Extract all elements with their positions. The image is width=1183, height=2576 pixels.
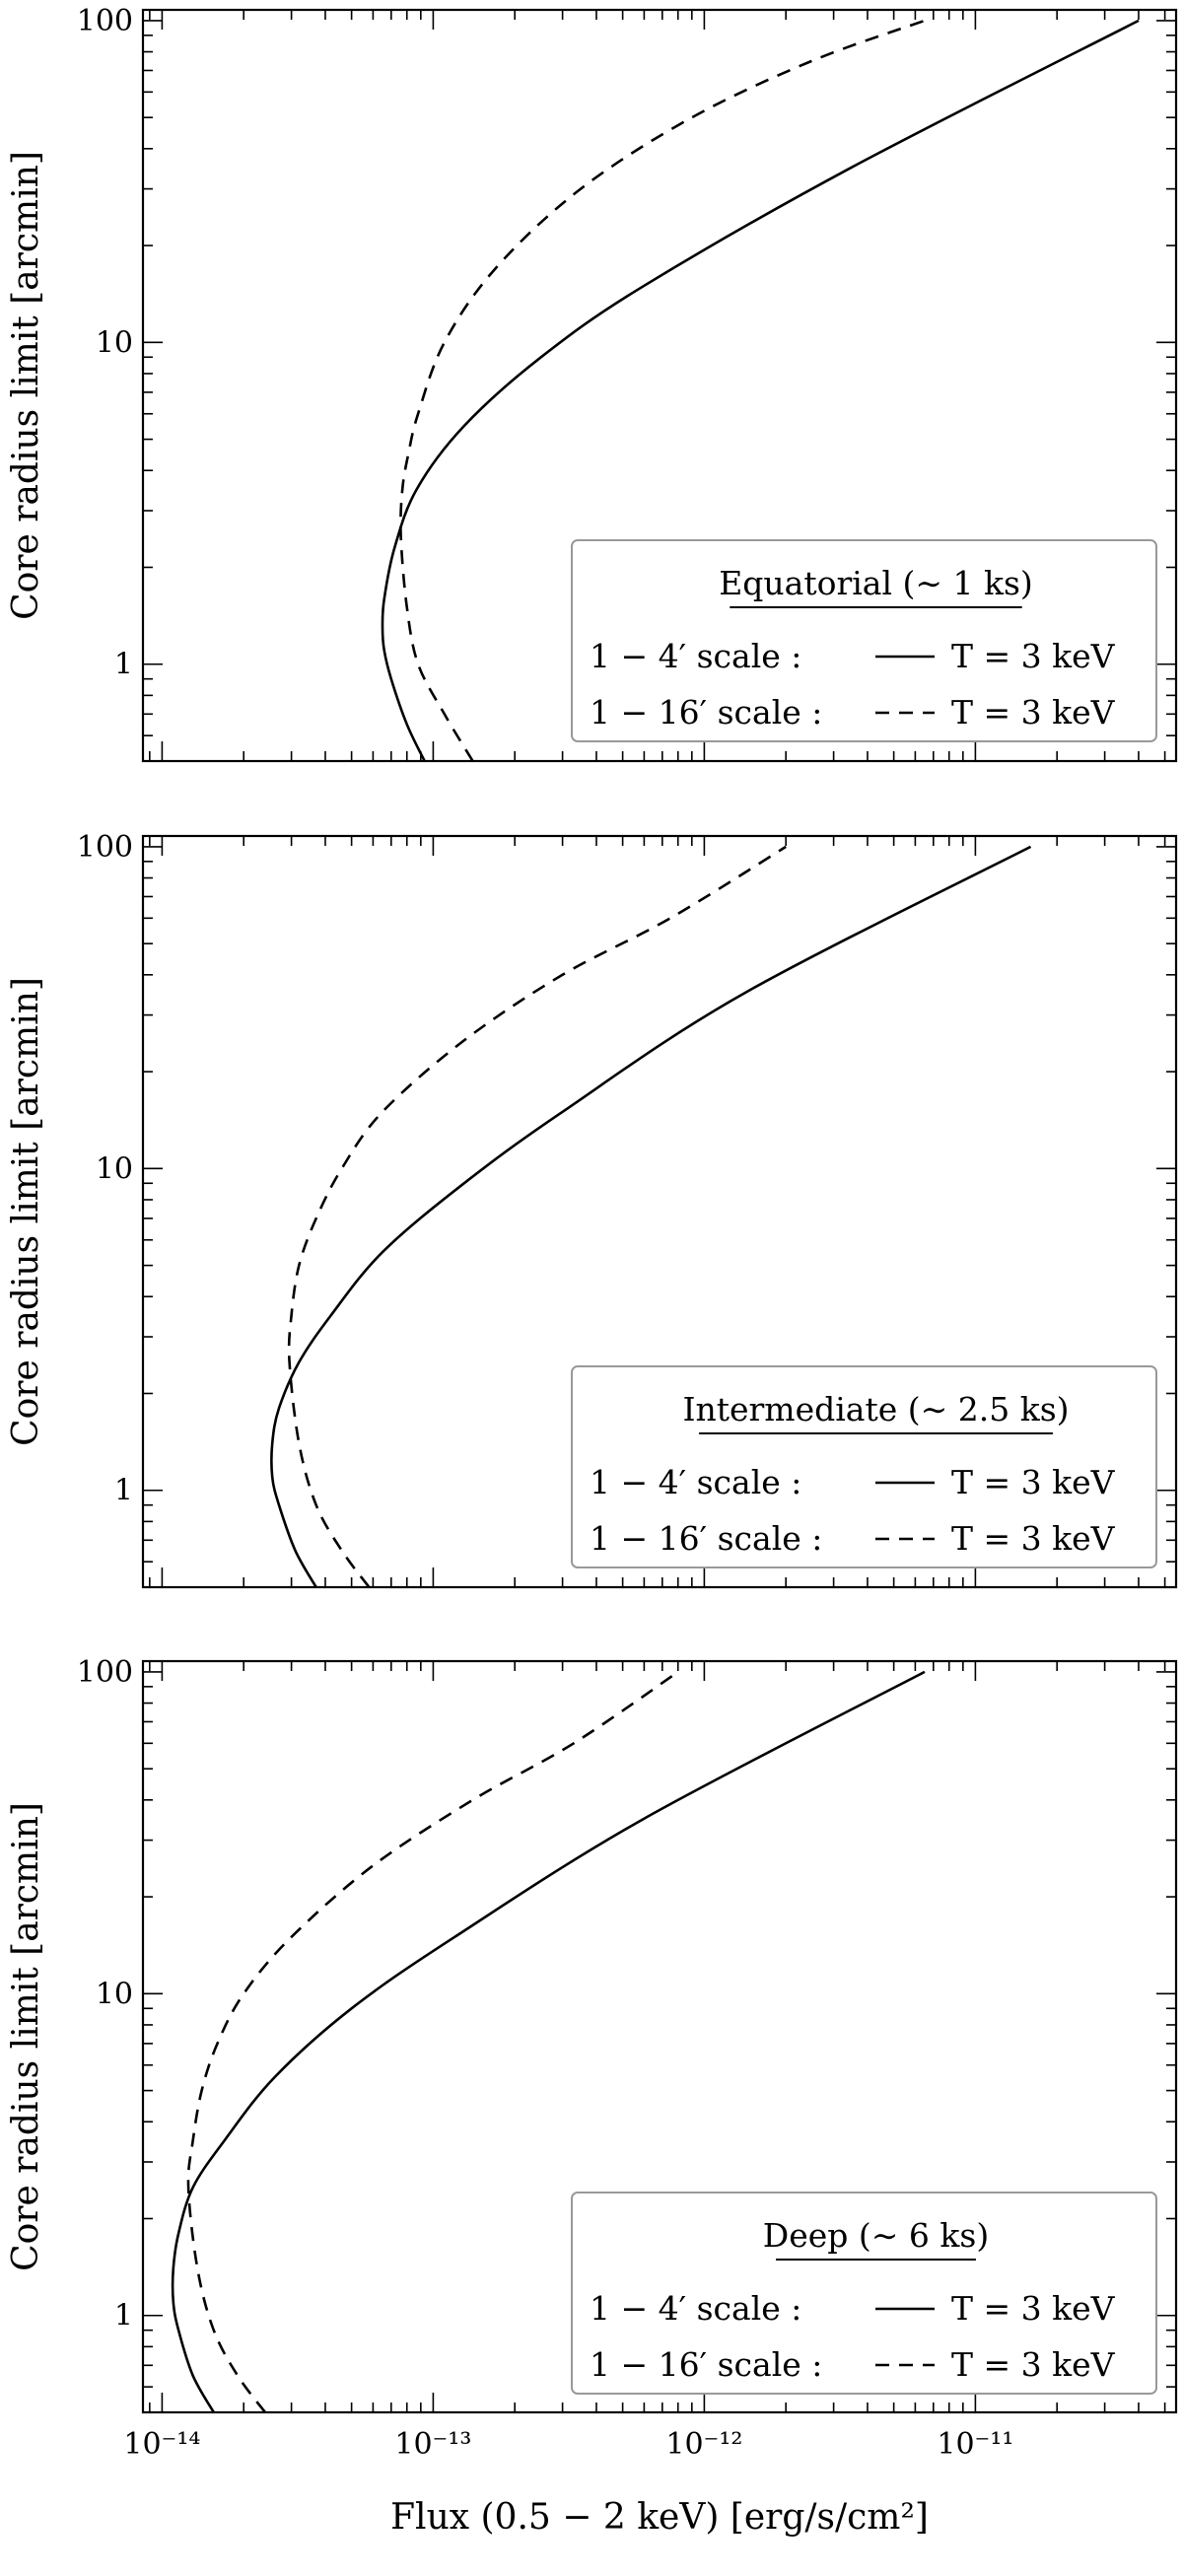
y-tick-label: 1	[114, 1474, 133, 1508]
legend: Intermediate (∼ 2.5 ks) 1 − 4′ scale : T =…	[571, 1365, 1157, 1568]
plot-frame	[141, 834, 1178, 1589]
x-tick-label: 10⁻¹³	[394, 2427, 471, 2462]
series-line-1-4-scale	[381, 19, 1140, 761]
y-tick-label: 10	[96, 1151, 133, 1186]
legend-scale-label: 1 − 4′ scale :	[590, 637, 801, 675]
legend-temperature-label: T = 3 keV	[951, 693, 1116, 731]
y-tick-label: 1	[114, 648, 133, 682]
y-tick-label: 100	[77, 4, 133, 38]
series-line-1-16-scale	[399, 19, 926, 761]
x-tick-label: 10⁻¹¹	[937, 2427, 1013, 2462]
legend-scale-label: 1 − 16′ scale :	[590, 693, 822, 731]
y-tick-label: 100	[77, 1655, 133, 1690]
chart-panel-1: 1 10 100 Core radius limit [arcmin] Equatori…	[6, 4, 1178, 763]
series-group	[270, 845, 1032, 1587]
y-axis-label: Core radius limit [arcmin]	[6, 1802, 46, 2271]
chart-panel-2: 1 10 100 Core radius limit [arcmin] Intermed…	[6, 830, 1178, 1589]
legend-temperature-label: T = 3 keV	[951, 1463, 1116, 1501]
legend-scale-label: 1 − 4′ scale :	[590, 1463, 801, 1501]
series-group	[171, 1670, 926, 2412]
series-line-1-4-scale	[171, 1670, 926, 2412]
legend-title: Intermediate (∼ 2.5 ks)	[682, 1390, 1069, 1428]
y-tick-label: 10	[96, 1977, 133, 2011]
legend-title: Equatorial (∼ 1 ks)	[719, 564, 1033, 602]
y-axis-label: Core radius limit [arcmin]	[6, 151, 46, 620]
y-tick-label: 10	[96, 325, 133, 360]
chart-panel-3: 1 10 100 Core radius limit [arcmin] Deep (∼ …	[6, 1655, 1178, 2538]
y-tick-label: 100	[77, 830, 133, 865]
legend-box	[571, 2192, 1157, 2395]
series-line-1-4-scale	[270, 845, 1032, 1587]
series-group	[381, 19, 1140, 761]
series-line-1-16-scale	[287, 845, 787, 1587]
x-tick-label: 10⁻¹⁴	[123, 2427, 200, 2462]
legend-temperature-label: T = 3 keV	[951, 637, 1116, 675]
legend-scale-label: 1 − 16′ scale :	[590, 2345, 822, 2384]
legend-box	[571, 1365, 1157, 1568]
legend: Deep (∼ 6 ks) 1 − 4′ scale : T = 3 keV 1 − …	[571, 2192, 1157, 2395]
legend-scale-label: 1 − 16′ scale :	[590, 1519, 822, 1558]
legend-temperature-label: T = 3 keV	[951, 2289, 1116, 2328]
x-tick-label: 10⁻¹²	[665, 2427, 742, 2462]
y-tick-label: 1	[114, 2299, 133, 2333]
legend: Equatorial (∼ 1 ks) 1 − 4′ scale : T = 3 k…	[571, 539, 1157, 742]
plot-frame	[141, 1659, 1178, 2414]
legend-temperature-label: T = 3 keV	[951, 2345, 1116, 2384]
legend-title: Deep (∼ 6 ks)	[763, 2216, 989, 2255]
legend-box	[571, 539, 1157, 742]
y-axis-label: Core radius limit [arcmin]	[6, 977, 46, 1446]
legend-scale-label: 1 − 4′ scale :	[590, 2289, 801, 2328]
plot-frame	[141, 8, 1178, 763]
x-axis-label: Flux (0.5 − 2 keV) [erg/s/cm²]	[390, 2497, 929, 2538]
series-line-1-16-scale	[186, 1670, 679, 2412]
legend-temperature-label: T = 3 keV	[951, 1519, 1116, 1558]
